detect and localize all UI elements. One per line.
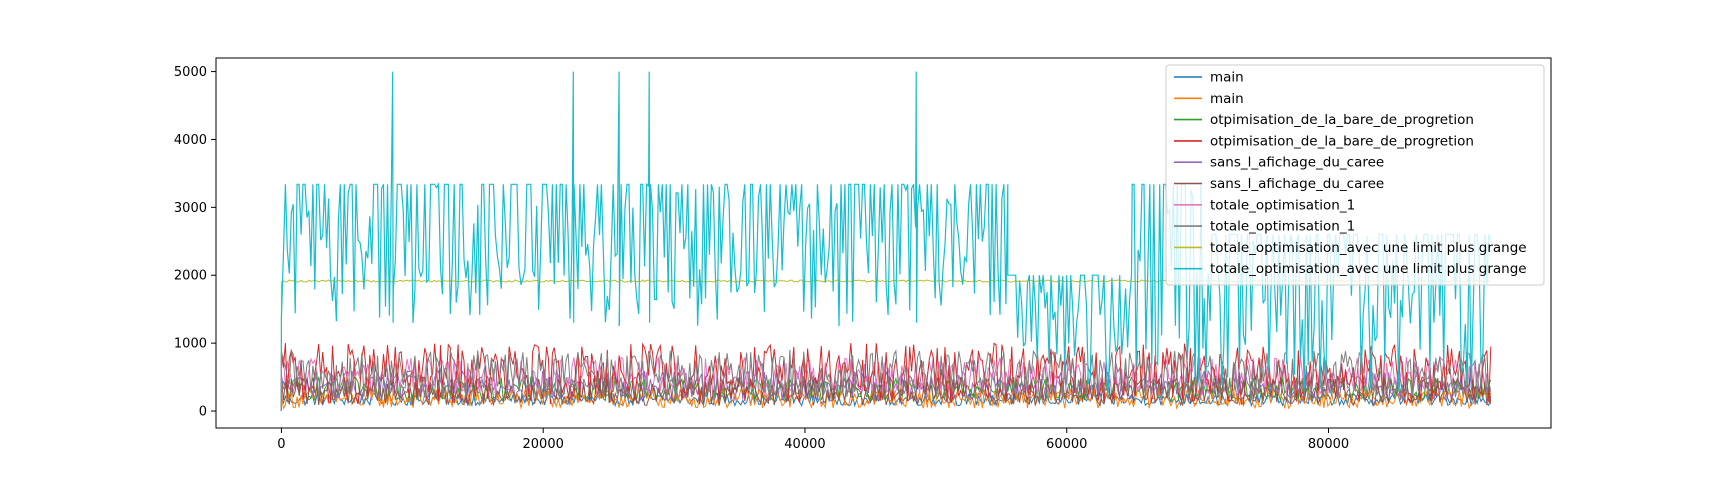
axes-frame (215, 57, 1552, 429)
legend-label: sans_l_afichage_du_caree (1210, 155, 1384, 171)
x-axis: 0 20000 40000 60000 80000 (277, 428, 1349, 452)
legend-label: main (1210, 91, 1244, 107)
x-tick-label: 40000 (784, 437, 825, 452)
legend-label: totale_optimisation_avec une limit plus … (1210, 240, 1527, 256)
legend-label: sans_l_afichage_du_caree (1210, 176, 1384, 192)
series-line-8 (280, 348, 1492, 411)
legend-label: totale_optimisation_1 (1210, 219, 1355, 235)
y-axis: 0 1000 2000 3000 4000 5000 (174, 65, 216, 420)
y-tick-label: 1000 (174, 337, 207, 352)
y-tick-label: 4000 (174, 133, 207, 148)
legend-box (1165, 64, 1545, 286)
legend-label: otpimisation_de_la_bare_de_progretion (1210, 133, 1474, 149)
y-tick-label: 3000 (174, 201, 207, 216)
y-tick-label: 0 (199, 405, 207, 420)
x-tick-label: 0 (277, 437, 285, 452)
legend-label: otpimisation_de_la_bare_de_progretion (1210, 112, 1474, 128)
legend-label: main (1210, 70, 1244, 86)
y-tick-label: 5000 (174, 65, 207, 80)
legend: main main otpimisation_de_la_bare_de_progr… (1165, 64, 1545, 286)
legend-label: totale_optimisation_1 (1210, 197, 1355, 213)
y-tick-label: 2000 (174, 269, 207, 284)
legend-label: totale_optimisation_avec une limit plus … (1210, 261, 1527, 277)
x-tick-label: 20000 (523, 437, 564, 452)
x-tick-label: 60000 (1046, 437, 1087, 452)
x-tick-label: 80000 (1308, 437, 1349, 452)
